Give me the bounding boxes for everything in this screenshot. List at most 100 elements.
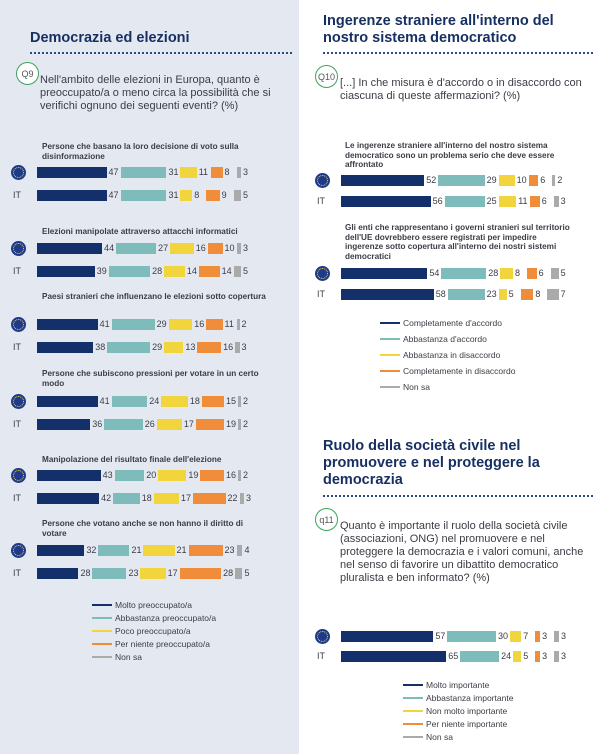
legend-label: Completamente in disaccordo [403, 366, 516, 376]
bar-value: 47 [108, 167, 119, 177]
bar-value: 58 [435, 289, 446, 299]
bar-value: 56 [432, 196, 443, 206]
eu-stars-icon [13, 545, 24, 556]
bar-value: 3 [542, 651, 548, 661]
legend-label: Abbastanza importante [426, 693, 514, 703]
bar-segment [210, 167, 223, 178]
eu-flag-icon [11, 165, 26, 180]
question-text-q9: Nell'ambito delle elezioni in Europa, qu… [40, 74, 271, 112]
bar-segment [554, 651, 559, 662]
bar-value: 5 [523, 651, 529, 661]
bar-value: 2 [243, 470, 249, 480]
bar-value: 28 [152, 266, 163, 276]
bar-segment [37, 319, 98, 330]
bar-segment [547, 289, 559, 300]
bar-segment [447, 631, 496, 642]
legend-swatch [92, 604, 112, 606]
item-label: Persone che votano anche se non hanno il… [42, 519, 244, 538]
eu-stars-icon [13, 167, 24, 178]
bar-segment [37, 243, 103, 254]
legend-label: Non sa [426, 732, 453, 742]
bar-segment [554, 631, 559, 642]
country-label-it: IT [13, 342, 21, 352]
bar-value: 17 [183, 419, 194, 429]
legend-swatch [403, 723, 423, 725]
bar-value: 14 [221, 266, 232, 276]
bar-value: 43 [102, 470, 113, 480]
bar-segment [438, 175, 485, 186]
legend-label: Molto importante [426, 680, 490, 690]
bar-value: 28 [80, 568, 91, 578]
country-label-it: IT [317, 651, 325, 661]
bar-value: 7 [560, 289, 566, 299]
bar-segment [168, 319, 193, 330]
eu-stars-icon [13, 470, 24, 481]
bar-value: 10 [224, 243, 235, 253]
title-divider-ingerenze [323, 52, 593, 54]
question-text-q10: [...] In che misura è d'accordo o in dis… [340, 77, 582, 102]
bar-value: 31 [168, 167, 179, 177]
bar-value: 2 [241, 319, 247, 329]
bar-segment [200, 470, 225, 481]
bar-segment [206, 190, 220, 201]
bar-value: 5 [508, 289, 514, 299]
bar-segment [236, 243, 241, 254]
country-label-it: IT [13, 419, 21, 429]
bar-value: 11 [198, 167, 209, 177]
legend-label: Non molto importante [426, 706, 508, 716]
question-text-q11: Quanto è importante il ruolo della socie… [340, 520, 584, 584]
bar-segment [233, 190, 241, 201]
bar-value: 41 [99, 319, 110, 329]
country-label-it: IT [13, 493, 21, 503]
item-label: Paesi stranieri che influenzano le elezi… [42, 292, 266, 301]
legend-swatch [92, 617, 112, 619]
bar-value: 6 [541, 196, 547, 206]
bar-value: 3 [561, 631, 567, 641]
question-badge-q10: Q10 [315, 65, 338, 88]
bar-value: 28 [223, 568, 234, 578]
bar-value: 18 [141, 493, 152, 503]
legend-label: Per niente importante [426, 719, 508, 729]
bar-value: 13 [185, 342, 196, 352]
bar-value: 5 [244, 568, 250, 578]
bar-segment [513, 651, 522, 662]
legend-swatch [380, 338, 400, 340]
bar-value: 26 [144, 419, 155, 429]
bar-value: 3 [542, 631, 548, 641]
legend-swatch [403, 710, 423, 712]
country-label-it: IT [13, 266, 21, 276]
section-title-societa-civile: Ruolo della società civile nel promuover… [323, 438, 540, 488]
bar-segment [153, 493, 179, 504]
eu-flag-icon [11, 317, 26, 332]
bar-segment [164, 266, 185, 277]
bar-segment [114, 470, 145, 481]
bar-segment [111, 319, 155, 330]
bar-segment [535, 631, 541, 642]
legend-label: Completamente d'accordo [403, 318, 502, 328]
bar-segment [552, 175, 556, 186]
bar-value: 17 [167, 568, 178, 578]
bar-segment [460, 651, 500, 662]
bar-segment [520, 289, 534, 300]
legend-swatch [92, 643, 112, 645]
bar-segment [192, 493, 226, 504]
bar-value: 5 [243, 266, 249, 276]
bar-value: 31 [168, 190, 179, 200]
bar-segment [104, 419, 143, 430]
bar-value: 6 [538, 268, 544, 278]
item-label: Manipolazione del risultato finale dell'… [42, 455, 222, 464]
bar-segment [37, 470, 101, 481]
bar-value: 3 [241, 342, 247, 352]
bar-value: 19 [188, 470, 199, 480]
bar-segment [198, 266, 220, 277]
eu-flag-icon [315, 173, 330, 188]
legend-label: Non sa [403, 382, 430, 392]
bar-segment [161, 396, 188, 407]
legend-label: Molto preoccupato/a [115, 600, 193, 610]
bar-segment [164, 342, 184, 353]
item-label: Elezioni manipolate attraverso attacchi … [42, 227, 238, 236]
bar-segment [341, 289, 434, 300]
legend-swatch [403, 684, 423, 686]
bar-segment [233, 266, 241, 277]
bar-segment [238, 396, 242, 407]
